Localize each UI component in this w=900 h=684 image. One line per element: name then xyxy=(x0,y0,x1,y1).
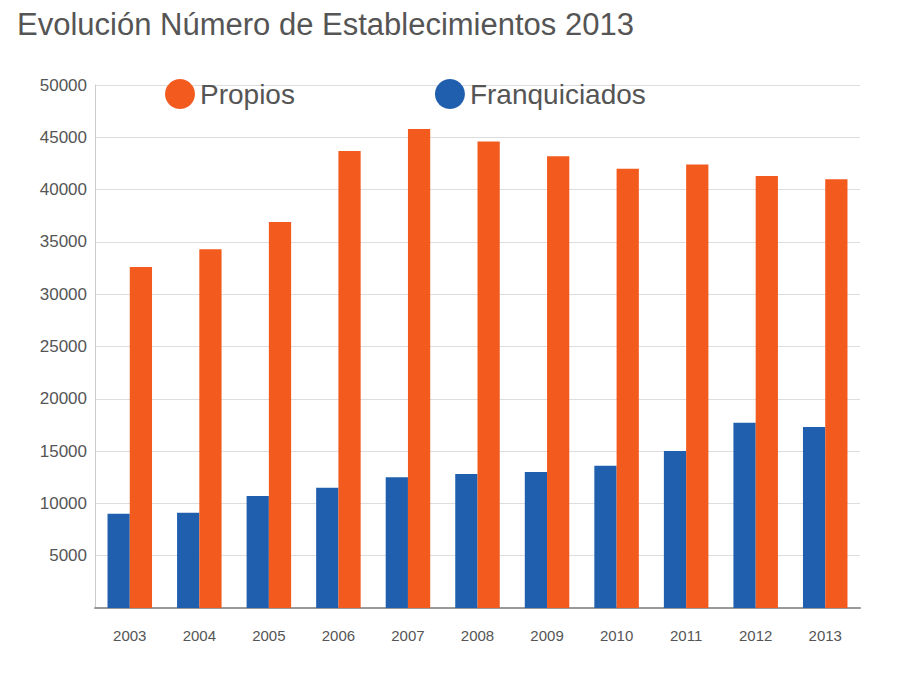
svg-text:2006: 2006 xyxy=(322,627,355,644)
svg-text:2003: 2003 xyxy=(113,627,146,644)
svg-text:45000: 45000 xyxy=(40,128,87,147)
svg-text:2011: 2011 xyxy=(670,627,702,644)
svg-text:2007: 2007 xyxy=(391,627,424,644)
svg-text:5000: 5000 xyxy=(49,546,87,565)
svg-text:2012: 2012 xyxy=(739,627,772,644)
svg-text:2004: 2004 xyxy=(183,627,216,644)
svg-text:2008: 2008 xyxy=(461,627,494,644)
svg-text:Propios: Propios xyxy=(200,79,295,110)
svg-text:30000: 30000 xyxy=(40,285,87,304)
svg-text:2005: 2005 xyxy=(252,627,285,644)
svg-text:15000: 15000 xyxy=(40,442,87,461)
svg-text:50000: 50000 xyxy=(40,76,87,95)
svg-text:35000: 35000 xyxy=(40,232,87,251)
svg-text:10000: 10000 xyxy=(40,494,87,513)
svg-text:2010: 2010 xyxy=(600,627,633,644)
svg-text:2013: 2013 xyxy=(809,627,842,644)
svg-text:40000: 40000 xyxy=(40,180,87,199)
svg-text:Evolución Número de Establecim: Evolución Número de Establecimientos 201… xyxy=(17,7,634,42)
svg-text:Franquiciados: Franquiciados xyxy=(470,79,646,110)
svg-text:20000: 20000 xyxy=(40,389,87,408)
svg-text:25000: 25000 xyxy=(40,337,87,356)
svg-text:2009: 2009 xyxy=(530,627,563,644)
